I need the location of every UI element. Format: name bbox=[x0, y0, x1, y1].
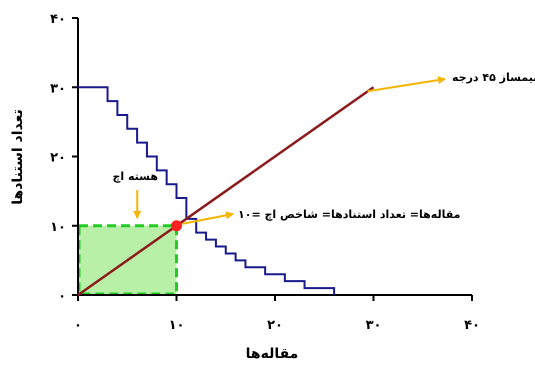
annotation-arrows bbox=[133, 76, 446, 225]
y-axis-title: تعداد استنادها bbox=[10, 109, 26, 205]
y-tick-labels: ۰ ۱۰ ۲۰ ۳۰ ۴۰ bbox=[50, 12, 66, 304]
tick-marks bbox=[72, 17, 473, 301]
bisector-arrow bbox=[367, 76, 446, 93]
x-tick-labels: ۰ ۱۰ ۲۰ ۳۰ ۴۰ bbox=[74, 318, 480, 333]
citations-step-series bbox=[78, 86, 336, 295]
x-tick-label: ۳۰ bbox=[366, 318, 382, 333]
x-tick-label: ۴۰ bbox=[464, 318, 480, 333]
x-tick-label: ۲۰ bbox=[267, 318, 283, 333]
bisector-45-line bbox=[77, 86, 375, 297]
x-tick-label: ۱۰ bbox=[169, 318, 185, 333]
equality-arrow bbox=[182, 211, 234, 225]
y-tick-label: ۲۰ bbox=[50, 151, 66, 166]
y-tick-label: ۱۰ bbox=[50, 220, 66, 235]
bisector-annotation: نیمساز ۴۵ درجه bbox=[452, 71, 535, 84]
equality-annotation: مقاله‌ها= تعداد استنادها= شاخص اچ =۱۰ bbox=[238, 208, 460, 222]
y-tick-label: ۰ bbox=[58, 289, 66, 304]
y-tick-label: ۳۰ bbox=[50, 81, 66, 96]
y-tick-label: ۴۰ bbox=[50, 12, 66, 27]
x-axis-title: مقاله‌ها bbox=[246, 346, 299, 362]
h-index-point bbox=[171, 220, 182, 232]
x-tick-label: ۰ bbox=[74, 318, 82, 333]
h-core-annotation: هسته اچ bbox=[112, 170, 158, 184]
